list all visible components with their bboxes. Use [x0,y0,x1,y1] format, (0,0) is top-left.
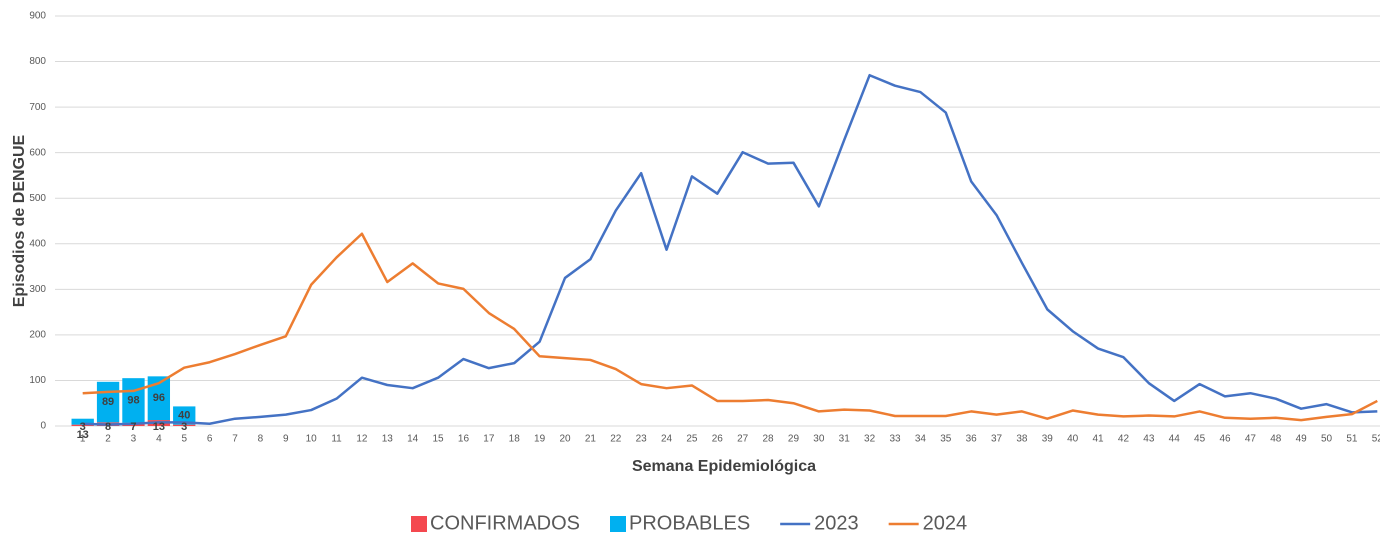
y-axis-title: Episodios de DENGUE [11,134,28,307]
data-label: 13 [153,421,165,433]
data-label: 3 [80,421,86,433]
y-tick-label: 400 [29,238,46,249]
x-tick-label: 14 [407,434,419,445]
bar [71,424,94,426]
data-label: 13 [77,429,89,441]
bar [173,406,196,425]
x-tick-label: 24 [661,434,673,445]
x-tick-label: 7 [232,434,238,445]
y-tick-label: 100 [29,375,46,386]
x-tick-label: 21 [585,434,597,445]
x-tick-label: 43 [1143,434,1155,445]
x-tick-label: 48 [1270,434,1282,445]
x-tick-label: 42 [1118,434,1130,445]
x-tick-label: 41 [1093,434,1105,445]
x-tick-label: 52 [1372,434,1380,445]
x-tick-label: 34 [915,434,927,445]
legend-swatch [411,516,427,532]
x-tick-label: 15 [433,434,445,445]
x-tick-label: 45 [1194,434,1206,445]
data-label: 40 [178,409,190,421]
x-tick-label: 22 [610,434,622,445]
x-tick-label: 26 [712,434,724,445]
x-tick-label: 31 [839,434,851,445]
data-label: 96 [153,392,165,404]
x-tick-label: 12 [356,434,368,445]
line [82,73,1378,426]
data-label: 89 [102,396,114,408]
x-axis-title: Semana Epidemiológica [632,458,816,475]
x-tick-label: 11 [331,434,342,445]
x-tick-label: 19 [534,434,546,445]
bar [147,376,171,421]
x-tick-label: 10 [306,434,318,445]
bar [173,424,196,426]
x-tick-label: 35 [940,434,952,445]
x-tick-label: 46 [1219,434,1231,445]
x-tick-label: 16 [458,434,470,445]
legend: CONFIRMADOS PROBABLES 2023 2024 [411,512,967,534]
legend-swatch [610,516,626,532]
legend-label: CONFIRMADOS [430,512,580,534]
y-tick-label: 500 [29,193,46,204]
legend-label: PROBABLES [629,512,750,534]
x-tick-label: 32 [864,434,876,445]
x-tick-label: 25 [686,434,698,445]
x-tick-label: 23 [636,434,648,445]
x-tick-label: 38 [1016,434,1028,445]
legend-label: 2024 [923,512,968,534]
line [82,232,1378,422]
x-tick-label: 20 [559,434,571,445]
x-tick-label: 44 [1169,434,1181,445]
x-tick-label: 47 [1245,434,1257,445]
x-tick-label: 40 [1067,434,1079,445]
bar [71,418,94,425]
x-tick-label: 4 [156,434,162,445]
legend-label: 2023 [814,512,859,534]
x-tick-label: 27 [737,434,749,445]
x-tick-label: 29 [788,434,800,445]
data-label: 98 [127,394,139,406]
x-tick-label: 49 [1296,434,1308,445]
x-tick-label: 37 [991,434,1003,445]
data-label: 8 [105,421,111,433]
x-tick-label: 1 [80,434,86,445]
x-tick-label: 5 [181,434,187,445]
y-tick-label: 300 [29,284,46,295]
y-tick-label: 0 [40,421,46,432]
x-tick-label: 8 [258,434,264,445]
y-tick-label: 700 [29,102,46,113]
x-tick-label: 28 [763,434,775,445]
x-tick-label: 17 [483,434,495,445]
x-tick-label: 50 [1321,434,1333,445]
x-tick-label: 30 [813,434,825,445]
y-tick-label: 800 [29,56,46,67]
x-tick-label: 18 [509,434,521,445]
x-tick-label: 39 [1042,434,1054,445]
data-label: 7 [130,421,136,433]
x-tick-label: 33 [889,434,901,445]
y-tick-label: 200 [29,330,46,341]
x-tick-label: 36 [966,434,978,445]
data-label: 3 [181,421,187,433]
x-tick-label: 51 [1346,434,1358,445]
y-tick-label: 900 [29,11,46,22]
grid [55,15,1380,427]
x-tick-label: 13 [382,434,394,445]
x-tick-label: 9 [283,434,289,445]
x-tick-label: 3 [131,434,137,445]
y-tick-label: 600 [29,147,46,158]
x-tick-label: 6 [207,434,213,445]
x-tick-label: 2 [105,434,111,445]
